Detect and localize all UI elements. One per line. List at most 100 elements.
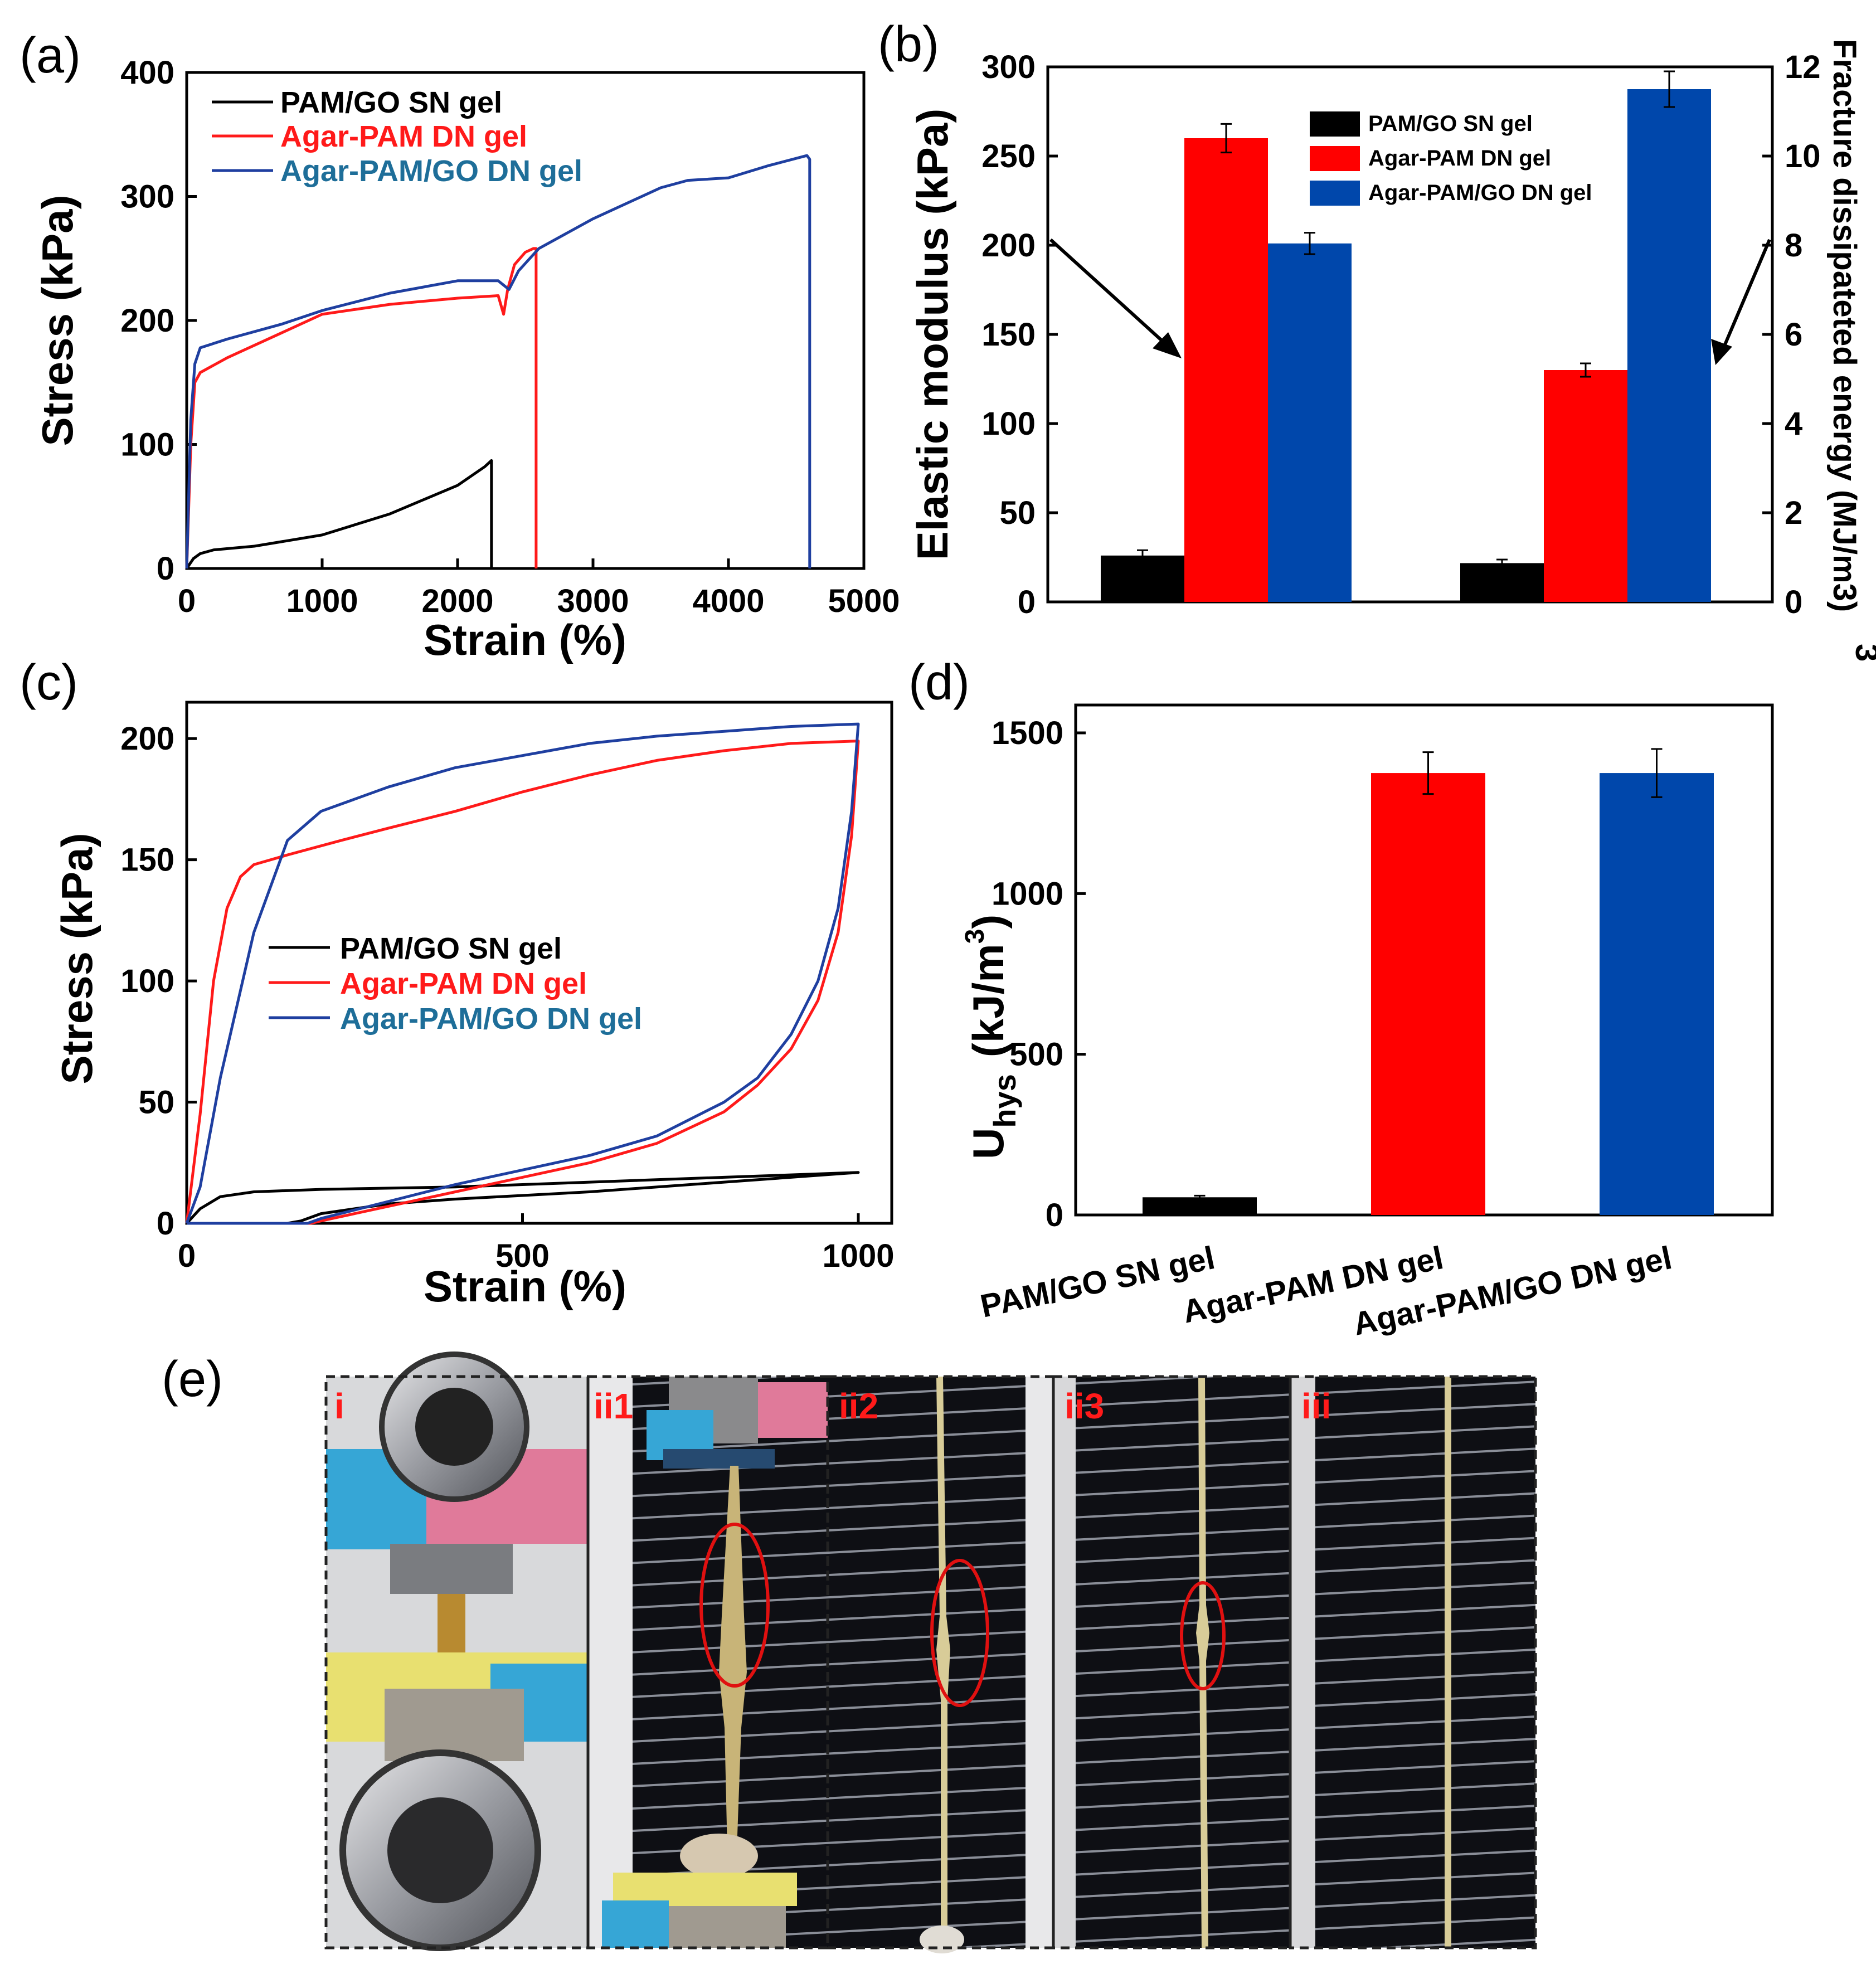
panel-b-legend-label-sn: PAM/GO SN gel [1368, 111, 1533, 136]
panel-a-y-tick-label-4: 400 [120, 55, 174, 91]
photo-iii-frame [1289, 1375, 1537, 1950]
photo-iii-background [1290, 1377, 1535, 1948]
photo-ii1: ii1 [588, 1377, 828, 1948]
photo-ii3: ii3 [1053, 1377, 1290, 1948]
panel-a-y-tick-label-2: 200 [120, 303, 174, 339]
panel-b-bar-group1-1 [1544, 370, 1627, 602]
panel-b-legend-swatch-dngo [1310, 181, 1360, 206]
photo-frames [324, 1375, 1537, 1950]
panel-d-y-tick-label-2: 1000 [992, 876, 1063, 912]
panel-c-y-tick-label-3: 150 [120, 842, 174, 878]
panel-b-ticks: 0 50 100 150 200 250 300 0 2 4 6 8 10 12 3 [981, 49, 1876, 662]
photo-iii-tag: iii [1301, 1386, 1331, 1426]
panel-c-y-axis-title: Stress (kPa) [52, 833, 101, 1085]
panel-d-bar-pam-go-sn-gel [1143, 1197, 1257, 1215]
panel-e-label: (e) [162, 1352, 223, 1407]
panel-c-series-pam-go-sn-gel [186, 1171, 860, 1225]
photo-ii2-frame [826, 1375, 1055, 1950]
panel-a-x-tick-label-3: 3000 [557, 583, 629, 619]
panel-c-x-tick-label-0: 0 [178, 1238, 196, 1274]
panel-b-legend-label-dn: Agar-PAM DN gel [1368, 146, 1551, 171]
panel-c-label: (c) [20, 655, 78, 711]
panel-a-ticks: 0 1000 2000 3000 4000 5000 0 100 200 300 400 [120, 55, 900, 619]
photo-ii2-gel-sample [936, 1377, 950, 1948]
panel-c-x-tick-label-1: 500 [495, 1238, 550, 1274]
panel-d-y-axis-unit: (kJ/m [964, 944, 1013, 1057]
panel-b-y2-tick-label-0: 0 [1785, 584, 1802, 620]
panel-b-y-tick-label-3: 150 [981, 317, 1036, 353]
panel-b-left-arrowhead [1153, 332, 1182, 358]
panel-a-x-tick-label-5: 5000 [828, 583, 900, 619]
photo-iii-wall [1290, 1377, 1315, 1948]
panel-b-bar-group0-2 [1268, 243, 1352, 602]
panel-a-chart: (a) 0 1000 2000 3000 4000 5000 0 100 200 300 400 S… [20, 28, 900, 664]
panel-b-y2-tick-label-2: 4 [1785, 406, 1802, 442]
photo-ii2-necking-ellipse [930, 1559, 989, 1707]
panel-d-y-tick-label-0: 0 [1046, 1197, 1063, 1233]
panel-a-x-tick-label-0: 0 [178, 583, 196, 619]
panel-c-legend-label-sn: PAM/GO SN gel [340, 932, 562, 965]
panel-c-legend-label-dngo: Agar-PAM/GO DN gel [340, 1002, 642, 1036]
panel-d-y-axis-subscript: hys [987, 1074, 1022, 1128]
photo-i-bottom-clamp [385, 1689, 524, 1761]
panel-a-legend-label-dngo: Agar-PAM/GO DN gel [280, 154, 582, 188]
panel-a-legend: PAM/GO SN gel Agar-PAM DN gel Agar-PAM/G… [212, 86, 582, 188]
panel-c-plot-frame [185, 701, 893, 1225]
panel-a-y-axis-title: Stress (kPa) [33, 195, 82, 446]
panel-b-legend-label-dngo: Agar-PAM/GO DN gel [1368, 181, 1592, 205]
panel-a-series-pam-go-sn-gel [185, 459, 493, 570]
photo-ii2-wall [1026, 1377, 1053, 1948]
photo-i-top-grip-hole [415, 1388, 493, 1466]
photo-ii1-pink-clip [758, 1382, 828, 1438]
photo-i-tag: i [334, 1386, 344, 1426]
panel-b-y2-tick-label-6: 12 [1785, 49, 1821, 85]
panel-c-y-tick-label-2: 100 [120, 963, 174, 999]
panel-a-label: (a) [20, 28, 81, 84]
panel-d-y-tick-label-3: 1500 [992, 715, 1063, 751]
photo-i-bottom-grip-hole [387, 1797, 493, 1903]
panel-a-x-tick-label-1: 1000 [286, 583, 358, 619]
panel-a-legend-label-dn: Agar-PAM DN gel [280, 120, 527, 153]
photo-ii3-tag: ii3 [1065, 1386, 1104, 1426]
panel-b-right-arrow [1721, 239, 1771, 352]
panel-c-x-axis-title: Strain (%) [424, 1262, 626, 1311]
panel-b-y2-tick-label-5: 10 [1785, 138, 1821, 174]
photo-ii3-frame [1052, 1375, 1292, 1950]
panel-c-y-tick-label-0: 0 [157, 1205, 174, 1242]
panel-a-series-agar-pam-dn-gel [185, 247, 538, 569]
panel-a-series-agar-pam-go-dn-gel [185, 154, 811, 569]
photo-iii: iii [1290, 1377, 1535, 1948]
panel-b-right-axis-superscript: 3 [1849, 644, 1876, 662]
panel-c-chart: (c) 0 500 1000 0 50 100 150 200 Strain (%) Stre… [20, 655, 895, 1311]
photo-ii3-gel-sample [1196, 1377, 1209, 1948]
photo-ii1-necking-ellipse [699, 1523, 770, 1688]
panel-b-bar-group0-1 [1184, 138, 1268, 602]
panel-c-x-tick-label-2: 1000 [822, 1238, 894, 1274]
panel-b-left-axis-title: Elastic modulus (kPa) [908, 109, 957, 561]
photo-ii1-bottom-clamp [669, 1906, 786, 1948]
panel-b-right-arrowhead [1711, 339, 1732, 365]
photo-ii1-wall [588, 1377, 633, 1948]
panel-a-x-tick-label-2: 2000 [421, 583, 493, 619]
photo-ii3-wall [1053, 1377, 1076, 1948]
panel-b-y-tick-label-4: 200 [981, 227, 1036, 264]
panel-b-y2-tick-label-4: 8 [1785, 227, 1802, 264]
panel-a-legend-label-sn: PAM/GO SN gel [280, 86, 502, 119]
panel-c-legend-label-dn: Agar-PAM DN gel [340, 967, 587, 1000]
panel-b-y-tick-label-6: 300 [981, 49, 1036, 85]
panel-d-bars [1143, 748, 1714, 1215]
panel-b-right-axis-title: Fracture dissipateted energy (MJ/m3) [1826, 39, 1863, 612]
photo-ii1-blue-clip-lower [602, 1900, 669, 1948]
panel-c-legend: PAM/GO SN gel Agar-PAM DN gel Agar-PAM/G… [269, 932, 642, 1036]
panel-a-y-tick-label-1: 100 [120, 427, 174, 463]
panel-a-series [185, 154, 811, 570]
panel-c-y-tick-label-4: 200 [120, 721, 174, 757]
panel-c-series-agar-pam-go-dn-gel [185, 722, 860, 1225]
panel-e-photos: (e) i [162, 1352, 1537, 1953]
panel-a-x-tick-label-4: 4000 [692, 583, 764, 619]
panel-d-y-tick-label-1: 500 [1009, 1037, 1063, 1073]
panel-b-y-tick-label-5: 250 [981, 138, 1036, 174]
